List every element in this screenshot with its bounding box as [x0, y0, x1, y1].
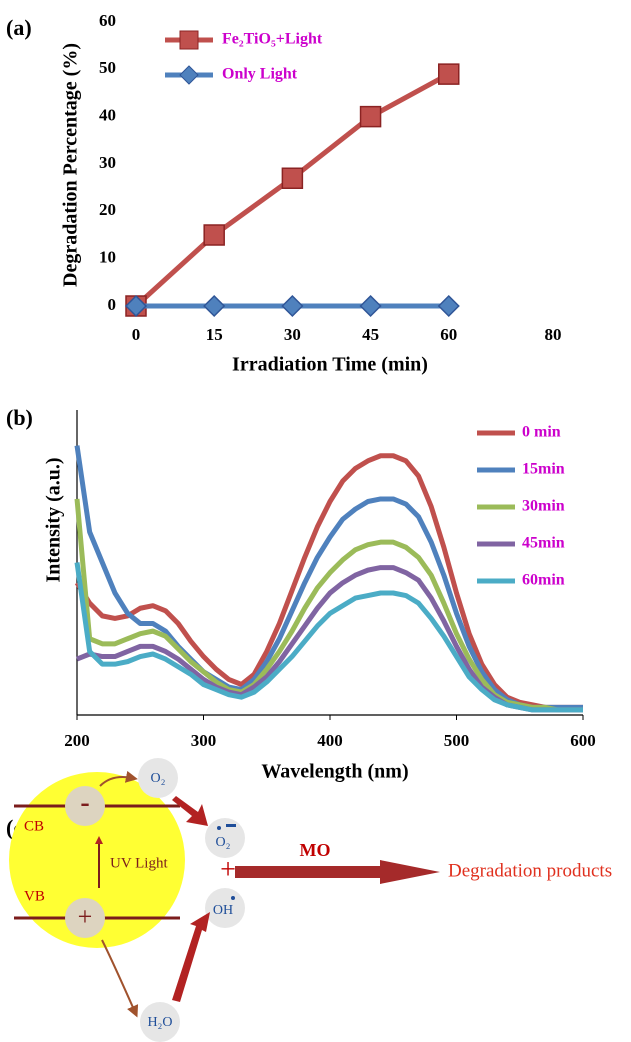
hole-bubble — [65, 898, 105, 938]
legend-label: 60min — [522, 572, 565, 589]
arrow — [172, 796, 208, 826]
marker — [203, 294, 226, 318]
marker — [203, 224, 225, 246]
series-line — [134, 71, 450, 308]
x-tick-label: 0 — [132, 325, 141, 344]
legend-marker — [179, 30, 199, 50]
legend-label: 45min — [522, 535, 565, 552]
superoxide: O₂ — [216, 835, 231, 850]
series-line — [74, 562, 583, 713]
legend-label: Fe₂TiO₅+Light — [222, 31, 323, 48]
legend-label: 0 min — [522, 424, 561, 441]
series-line — [74, 445, 583, 710]
x-tick-label: 80 — [545, 325, 562, 344]
h2o: H₂O — [147, 1015, 172, 1030]
hole: + — [78, 902, 93, 931]
mo-label: MO — [300, 840, 331, 860]
legend-marker — [179, 65, 199, 85]
marker — [359, 294, 382, 318]
legend-label: 15min — [522, 461, 565, 478]
y-tick-label: 20 — [99, 200, 116, 219]
y-tick-label: 0 — [108, 295, 117, 314]
arrow — [172, 912, 210, 1002]
series-line — [76, 565, 583, 713]
bubble — [138, 758, 178, 798]
x-tick-label: 500 — [444, 731, 470, 750]
x-axis-label: Irradiation Time (min) — [232, 354, 428, 376]
products-label: Degradation products — [448, 860, 612, 881]
x-tick-label: 45 — [362, 325, 379, 344]
marker — [359, 105, 382, 128]
x-tick-label: 400 — [317, 731, 343, 750]
vb-label: VB — [24, 888, 45, 904]
hydroxyl: OH — [213, 903, 233, 918]
o2: O₂ — [151, 771, 166, 786]
particle — [9, 772, 185, 948]
radical-dot — [217, 826, 221, 830]
marker — [281, 167, 304, 189]
marker — [281, 294, 304, 318]
y-axis-label: Intensity (a.u.) — [43, 457, 65, 582]
plus: + — [220, 854, 236, 885]
bubble — [140, 1002, 180, 1042]
y-axis-label: Degradation Percentage (%) — [60, 43, 82, 287]
x-tick-label: 30 — [284, 325, 301, 344]
big-arrow — [235, 860, 440, 884]
bubble — [205, 818, 245, 858]
series-line — [74, 453, 583, 710]
electron: - — [80, 787, 89, 818]
arrow — [101, 939, 139, 1018]
x-tick-label: 600 — [570, 731, 596, 750]
legend-label: Only Light — [222, 66, 298, 83]
x-axis-label: Wavelength (nm) — [261, 761, 408, 783]
x-tick-label: 200 — [64, 731, 90, 750]
y-tick-label: 40 — [99, 106, 116, 125]
marker — [124, 294, 148, 318]
legend-label: 30min — [522, 498, 565, 515]
electron-bubble — [65, 786, 105, 826]
panel-label: (b) — [6, 405, 33, 430]
arrow — [99, 770, 138, 787]
x-tick-label: 15 — [206, 325, 223, 344]
uv-label: UV Light — [110, 855, 168, 871]
y-tick-label: 50 — [99, 58, 116, 77]
y-tick-label: 60 — [99, 11, 116, 30]
radical-dot — [231, 896, 235, 900]
mechanism-diagram: (c) - + CB VB UV Light O₂ O₂ OH H₂O + MO… — [6, 758, 612, 1042]
marker — [438, 63, 460, 85]
x-tick-label: 300 — [191, 731, 217, 750]
y-tick-label: 30 — [99, 153, 116, 172]
x-tick-label: 60 — [440, 325, 457, 344]
charge-bar — [226, 824, 236, 827]
y-tick-label: 10 — [99, 248, 116, 267]
panel-label: (a) — [6, 15, 32, 40]
marker — [437, 294, 460, 318]
cb-label: CB — [24, 818, 44, 834]
